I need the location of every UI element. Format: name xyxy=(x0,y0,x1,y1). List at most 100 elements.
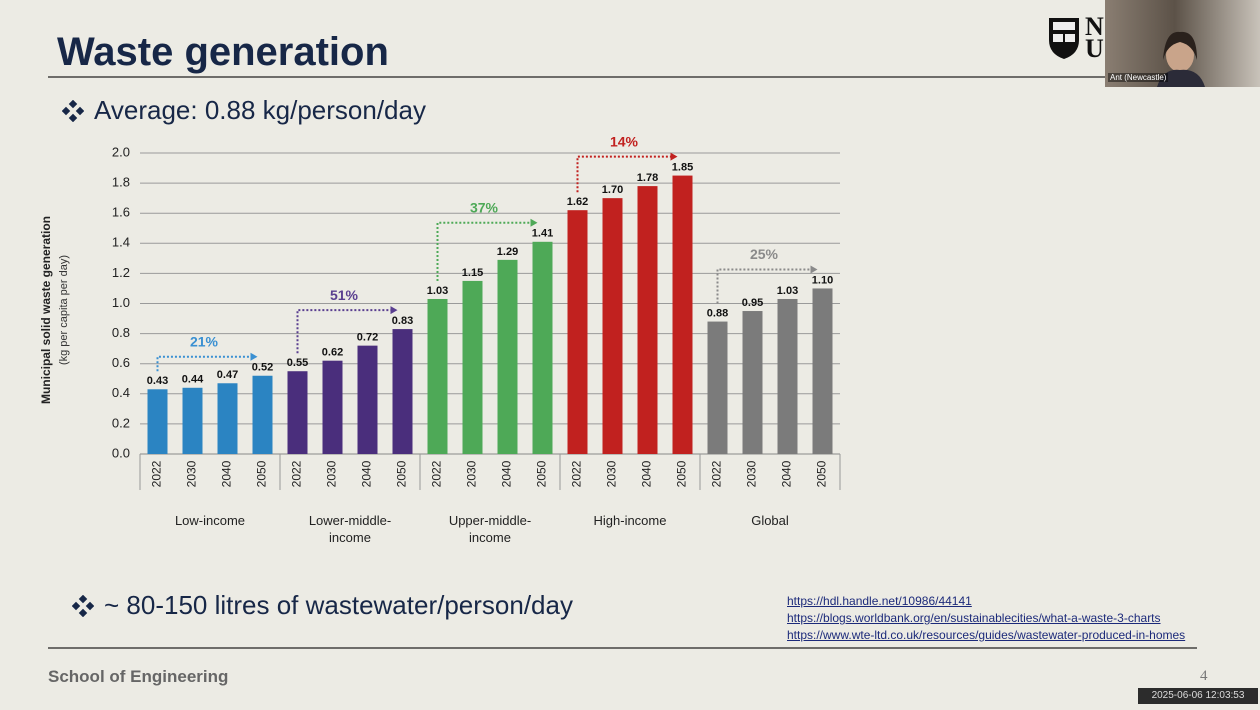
bar xyxy=(322,360,343,454)
value-label: 0.72 xyxy=(357,332,378,344)
y-tick-label: 1.4 xyxy=(112,235,130,250)
bullet-icon xyxy=(72,594,94,617)
bullet-icon xyxy=(62,99,84,122)
x-tick-label: 2040 xyxy=(640,460,654,487)
x-tick-label: 2030 xyxy=(465,460,479,487)
growth-arrow xyxy=(436,221,531,281)
growth-arrowhead xyxy=(810,265,818,274)
x-tick-label: 2040 xyxy=(220,460,234,487)
logo-letter: N xyxy=(1085,12,1104,41)
bar xyxy=(637,186,658,455)
growth-label: 14% xyxy=(610,133,639,149)
y-tick-label: 2.0 xyxy=(112,144,130,159)
bar xyxy=(532,241,553,454)
value-label: 0.44 xyxy=(182,374,204,386)
growth-arrow xyxy=(296,309,391,354)
growth-arrowhead xyxy=(530,218,538,227)
value-label: 0.43 xyxy=(147,375,168,387)
x-tick-label: 2030 xyxy=(325,460,339,487)
value-label: 0.47 xyxy=(217,369,238,381)
growth-arrow xyxy=(576,155,671,193)
value-label: 1.85 xyxy=(672,161,693,173)
x-tick-label: 2050 xyxy=(675,460,689,487)
x-tick-label: 2022 xyxy=(570,460,584,487)
link[interactable]: https://hdl.handle.net/10986/44141 xyxy=(787,594,972,608)
value-label: 0.95 xyxy=(742,297,763,309)
x-tick-label: 2030 xyxy=(185,460,199,487)
link[interactable]: https://www.wte-ltd.co.uk/resources/guid… xyxy=(787,628,1186,642)
bullet: Average: 0.88 kg/person/day xyxy=(62,95,426,126)
slide-title: Waste generation xyxy=(57,30,389,74)
x-tick-label: 2050 xyxy=(535,460,549,487)
group-label: Global xyxy=(751,513,789,528)
bar xyxy=(602,198,623,454)
x-tick-label: 2040 xyxy=(780,460,794,487)
value-label: 0.55 xyxy=(287,357,308,369)
bullet-text: Average: 0.88 kg/person/day xyxy=(94,95,426,125)
x-tick-label: 2030 xyxy=(605,460,619,487)
bar xyxy=(357,345,378,454)
links: https://hdl.handle.net/10986/44141 https… xyxy=(787,593,1185,644)
logo-letter: U xyxy=(1085,34,1104,63)
x-tick-label: 2040 xyxy=(360,460,374,487)
value-label: 0.88 xyxy=(707,307,728,319)
x-tick-label: 2022 xyxy=(710,460,724,487)
bar xyxy=(742,311,763,454)
bar xyxy=(777,298,798,454)
value-label: 1.78 xyxy=(637,172,658,184)
x-tick-label: 2022 xyxy=(290,460,304,487)
bar xyxy=(182,387,203,454)
x-tick-label: 2050 xyxy=(815,460,829,487)
y-tick-label: 1.2 xyxy=(112,265,130,280)
participant-name: Ant (Newcastle) xyxy=(1108,73,1169,82)
bar xyxy=(427,298,448,454)
y-axis-title: Municipal solid waste generation xyxy=(39,216,53,404)
bar xyxy=(287,371,308,454)
bullet: ~ 80-150 litres of wastewater/person/day xyxy=(72,590,573,621)
logo-shield xyxy=(1049,18,1079,59)
value-label: 1.29 xyxy=(497,246,518,258)
value-label: 1.03 xyxy=(427,285,448,297)
group-label: Lower-middle-income xyxy=(308,513,392,545)
x-tick-label: 2022 xyxy=(150,460,164,487)
y-tick-label: 0.0 xyxy=(112,445,130,460)
value-label: 0.52 xyxy=(252,362,273,374)
group-label: High-income xyxy=(593,513,667,528)
timestamp: 2025-06-06 12:03:53 xyxy=(1138,688,1258,704)
y-tick-label: 0.8 xyxy=(112,325,130,340)
bar xyxy=(392,329,413,454)
y-tick-label: 0.2 xyxy=(112,415,130,430)
growth-arrowhead xyxy=(390,306,398,315)
value-label: 0.83 xyxy=(392,315,413,327)
growth-arrowhead xyxy=(250,352,258,361)
webcam xyxy=(1105,0,1260,87)
footer: School of Engineering xyxy=(48,667,229,686)
bar xyxy=(462,280,483,454)
growth-arrowhead xyxy=(670,152,678,161)
value-label: 0.62 xyxy=(322,347,343,359)
page-number: 4 xyxy=(1200,668,1208,684)
bullet-text: ~ 80-150 litres of wastewater/person/day xyxy=(104,590,573,620)
bar xyxy=(252,375,273,454)
link[interactable]: https://blogs.worldbank.org/en/sustainab… xyxy=(787,611,1161,625)
value-label: 1.15 xyxy=(462,267,483,279)
value-label: 1.62 xyxy=(567,196,588,208)
growth-arrow xyxy=(156,355,251,372)
bar xyxy=(147,389,168,454)
y-tick-label: 0.6 xyxy=(112,355,130,370)
y-axis-unit: (kg per capita per day) xyxy=(58,255,70,365)
x-tick-label: 2030 xyxy=(745,460,759,487)
growth-label: 37% xyxy=(470,199,499,215)
value-label: 1.41 xyxy=(532,228,553,240)
webcam-person xyxy=(1157,31,1205,87)
value-label: 1.70 xyxy=(602,184,623,196)
y-tick-label: 1.8 xyxy=(112,175,130,190)
growth-label: 21% xyxy=(190,333,219,349)
x-tick-label: 2022 xyxy=(430,460,444,487)
bar xyxy=(672,175,693,454)
bar xyxy=(567,210,588,454)
bar xyxy=(707,321,728,454)
x-tick-label: 2040 xyxy=(500,460,514,487)
